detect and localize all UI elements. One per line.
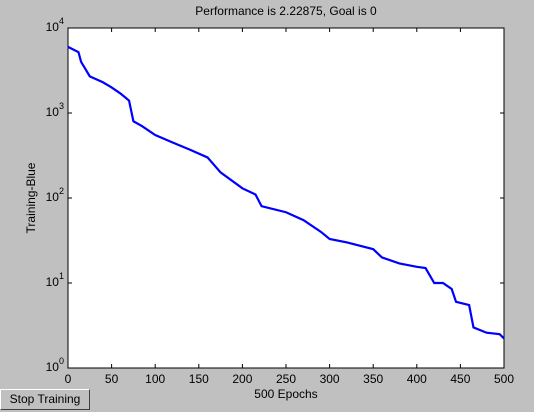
x-tick-label: 350 xyxy=(363,372,383,386)
y-axis-label: Training-Blue xyxy=(24,162,38,233)
x-tick-label: 500 xyxy=(494,372,514,386)
y-tick-label: 104 xyxy=(46,16,64,34)
y-tick-label: 100 xyxy=(46,356,64,374)
plot-area xyxy=(67,27,505,369)
x-tick-label: 50 xyxy=(105,372,119,386)
chart-title: Performance is 2.22875, Goal is 0 xyxy=(195,4,377,18)
stop-training-button[interactable]: Stop Training xyxy=(0,389,90,410)
x-tick-label: 100 xyxy=(145,372,165,386)
x-tick-label: 300 xyxy=(320,372,340,386)
y-tick-label: 102 xyxy=(46,186,64,204)
y-tick-label: 103 xyxy=(46,101,64,119)
x-tick-label: 0 xyxy=(65,372,72,386)
x-tick-label: 450 xyxy=(450,372,470,386)
y-tick-label: 101 xyxy=(46,271,64,289)
x-tick-label: 200 xyxy=(232,372,252,386)
line-series xyxy=(67,45,505,340)
x-tick-label: 400 xyxy=(407,372,427,386)
x-tick-label: 150 xyxy=(189,372,209,386)
x-tick-label: 250 xyxy=(276,372,296,386)
x-axis-label: 500 Epochs xyxy=(254,387,317,401)
